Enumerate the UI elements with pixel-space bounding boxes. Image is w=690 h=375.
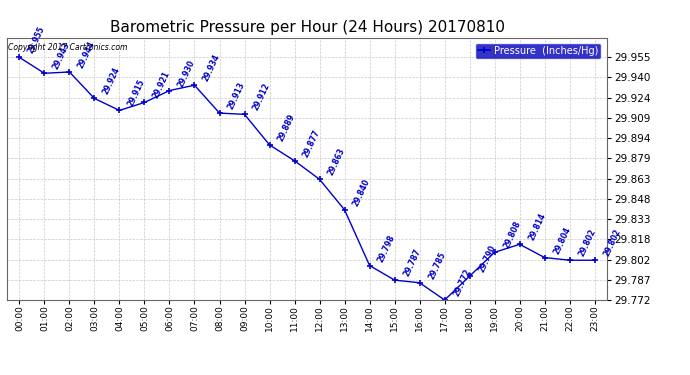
Text: 29.924: 29.924 — [101, 66, 122, 96]
Text: 29.877: 29.877 — [302, 128, 322, 159]
Text: 29.840: 29.840 — [351, 177, 372, 208]
Text: 29.863: 29.863 — [326, 147, 347, 177]
Title: Barometric Pressure per Hour (24 Hours) 20170810: Barometric Pressure per Hour (24 Hours) … — [110, 20, 504, 35]
Text: 29.814: 29.814 — [526, 212, 547, 242]
Text: 29.785: 29.785 — [426, 250, 447, 280]
Text: 29.790: 29.790 — [477, 244, 497, 274]
Text: 29.804: 29.804 — [551, 225, 572, 255]
Text: 29.802: 29.802 — [577, 228, 597, 258]
Text: 29.921: 29.921 — [151, 70, 172, 100]
Text: 29.934: 29.934 — [201, 53, 222, 83]
Text: 29.913: 29.913 — [226, 81, 247, 111]
Text: 29.930: 29.930 — [177, 58, 197, 88]
Text: 29.798: 29.798 — [377, 233, 397, 263]
Text: 29.915: 29.915 — [126, 78, 147, 108]
Text: 29.944: 29.944 — [77, 40, 97, 70]
Text: 29.802: 29.802 — [602, 228, 622, 258]
Text: 29.912: 29.912 — [251, 82, 272, 112]
Text: 29.787: 29.787 — [402, 248, 422, 278]
Text: 29.943: 29.943 — [51, 41, 72, 71]
Text: 29.772: 29.772 — [451, 267, 472, 298]
Text: 29.808: 29.808 — [502, 220, 522, 250]
Text: Copyright 2017 Cartronics.com: Copyright 2017 Cartronics.com — [8, 43, 128, 52]
Legend: Pressure  (Inches/Hg): Pressure (Inches/Hg) — [475, 43, 601, 59]
Text: 29.889: 29.889 — [277, 112, 297, 143]
Text: 29.955: 29.955 — [26, 25, 47, 55]
